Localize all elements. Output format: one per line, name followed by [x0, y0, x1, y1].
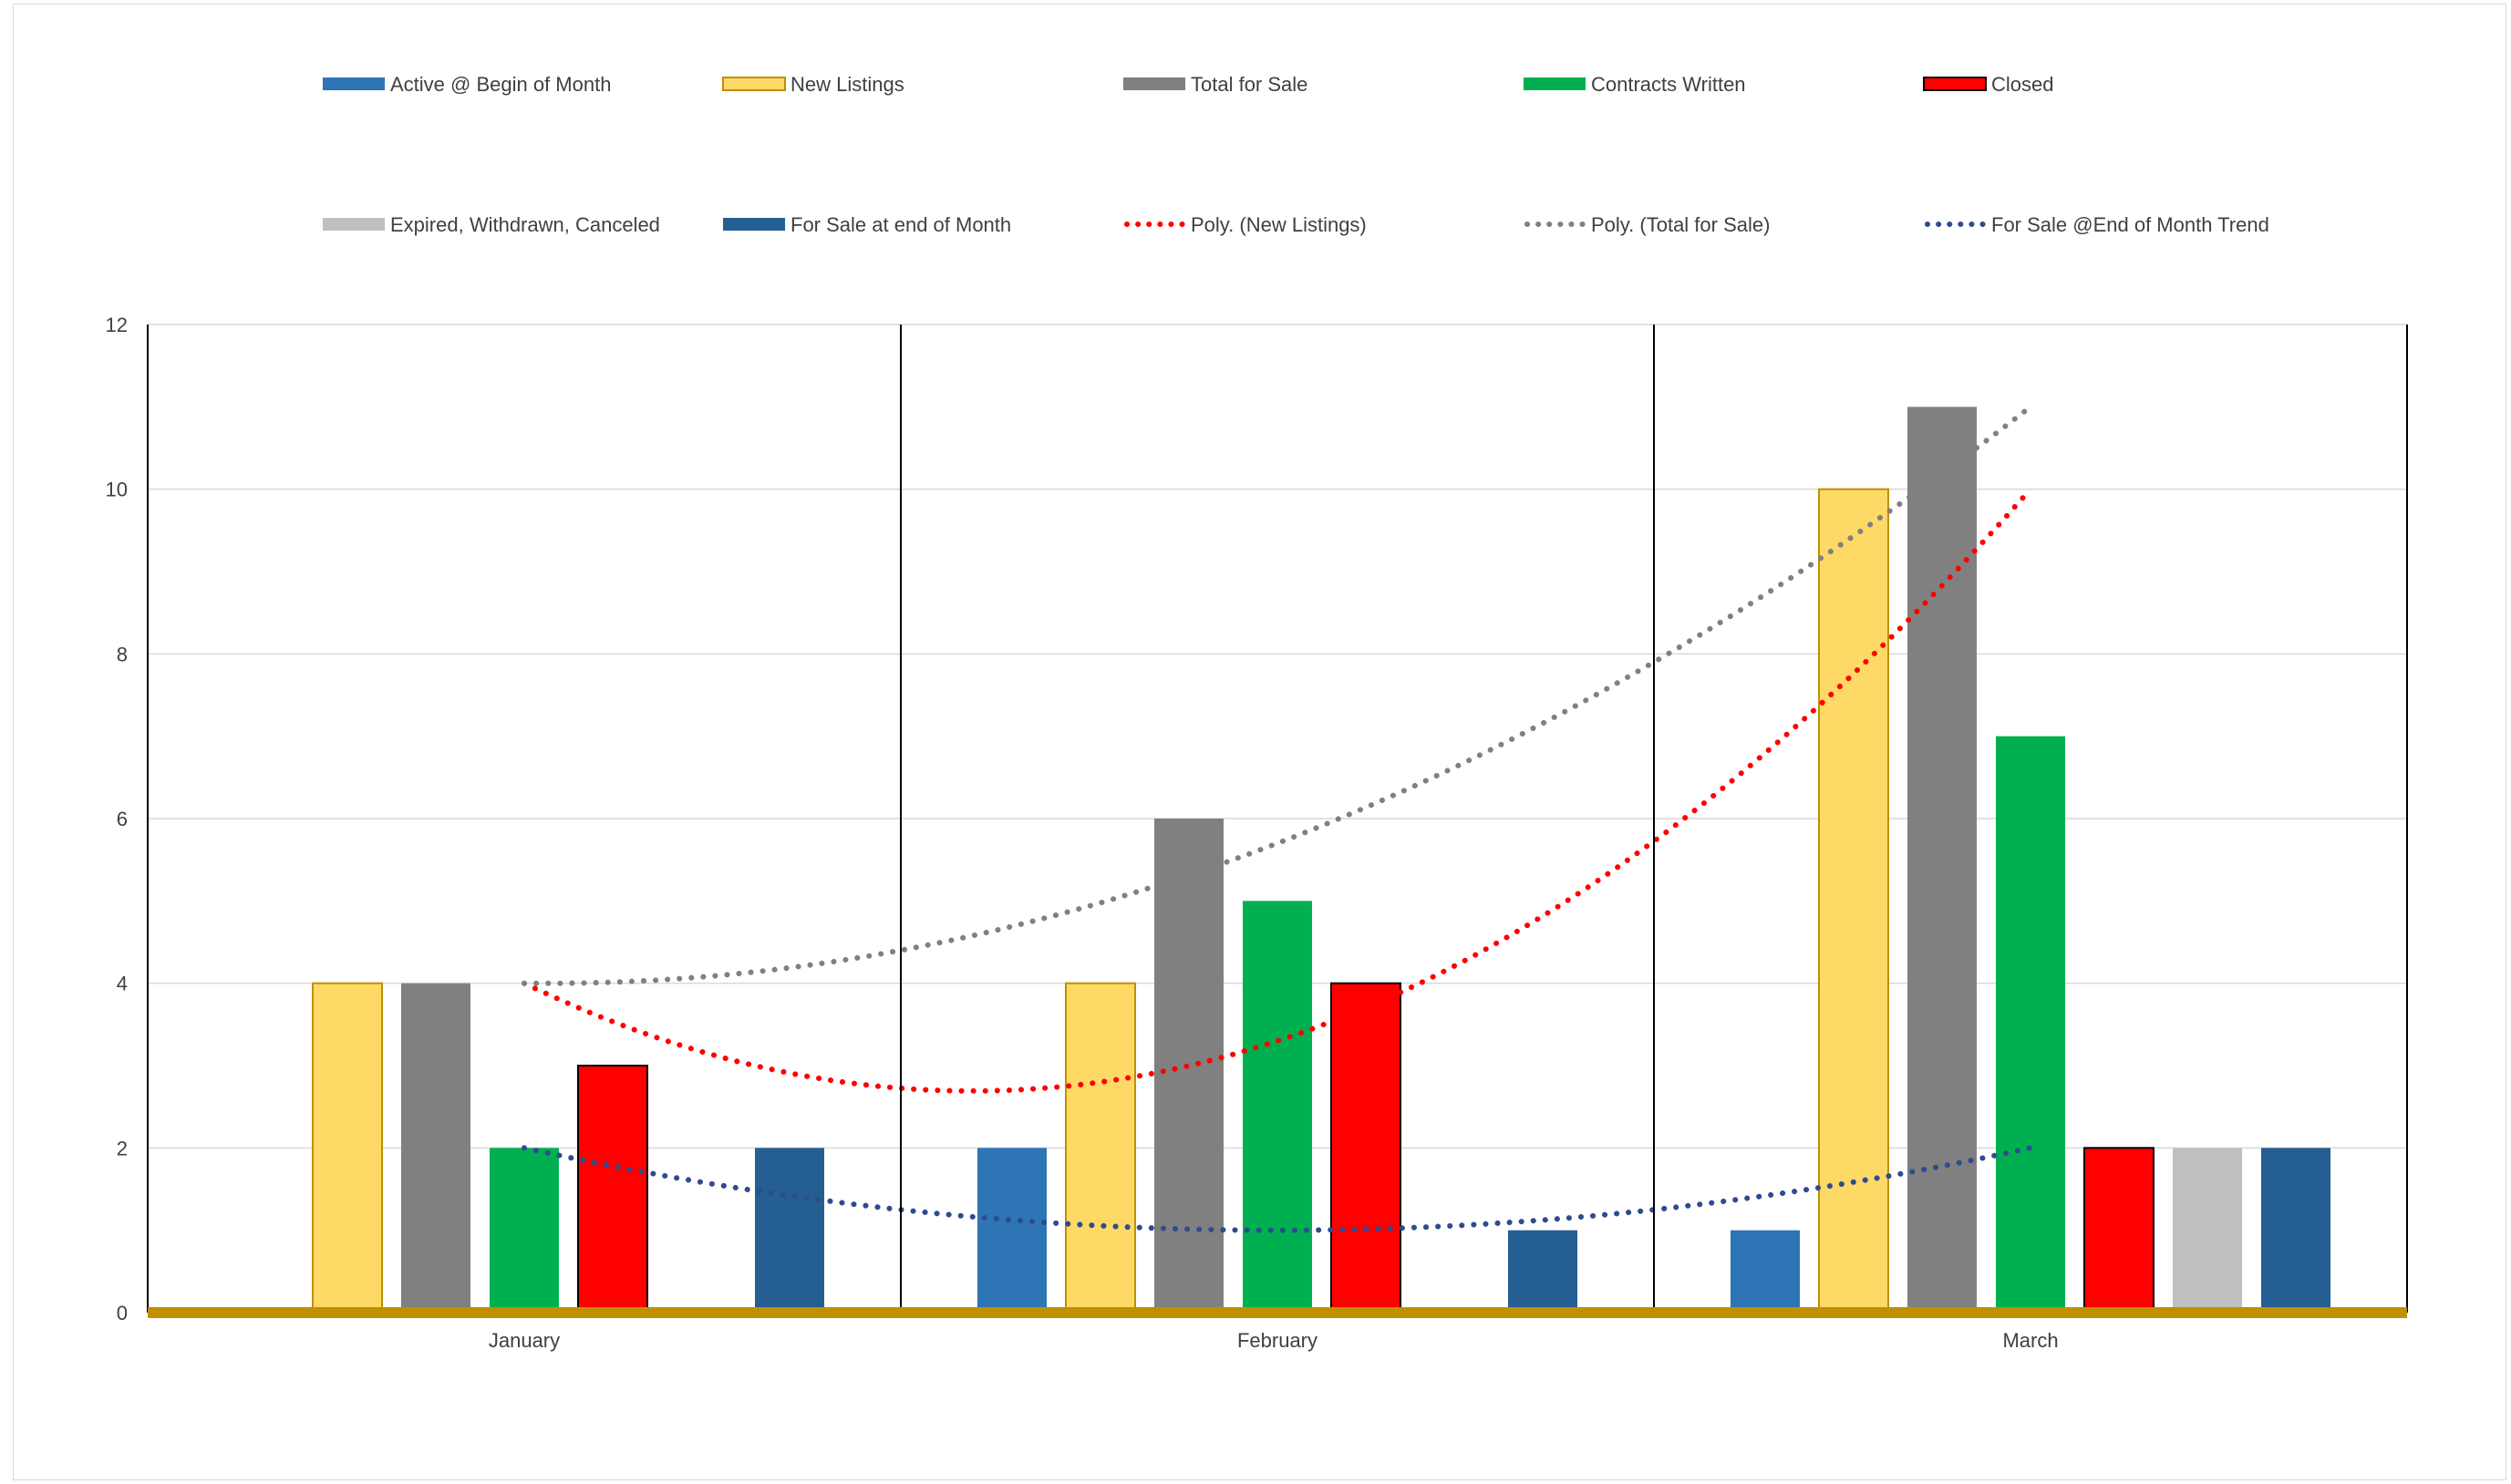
legend-item-expired-withdrawn-canceled: Expired, Withdrawn, Canceled [323, 213, 660, 236]
bar-closed [1330, 982, 1401, 1314]
bar-closed [577, 1065, 648, 1314]
y-tick-label: 0 [117, 1302, 128, 1324]
y-tick-label: 8 [117, 643, 128, 665]
legend: Active @ Begin of Month New Listings Total… [323, 73, 2269, 236]
bars [312, 407, 2330, 1314]
legend-swatch [323, 218, 385, 231]
legend-label: New Listings [790, 73, 904, 96]
legend-label: For Sale at end of Month [790, 213, 1011, 236]
legend-swatch [323, 77, 385, 90]
legend-item-new-listings: New Listings [722, 73, 904, 96]
legend-label: Closed [1991, 73, 2053, 96]
tick-labels: 0 2 4 6 8 10 12 January February March [106, 314, 2059, 1352]
bar-total-for-sale [401, 983, 470, 1313]
trendline-poly-new-listings [522, 486, 2033, 1094]
legend-item-contracts-written: Contracts Written [1524, 73, 1746, 96]
bar-new-listings [1065, 982, 1136, 1314]
bar-contracts-written [490, 1148, 559, 1313]
axes [147, 325, 2408, 1318]
legend-label: Poly. (Total for Sale) [1591, 213, 1770, 236]
legend-label: Expired, Withdrawn, Canceled [390, 213, 660, 236]
y-tick-label: 6 [117, 808, 128, 830]
bar-new-listings [1818, 488, 1889, 1314]
trendlines [522, 404, 2033, 1233]
legend-item-poly-total-for-sale: Poly. (Total for Sale) [1524, 213, 1770, 236]
y-tick-label: 12 [106, 314, 128, 336]
bar-total-for-sale [1907, 407, 1977, 1313]
legend-item-active-begin-of-month: Active @ Begin of Month [323, 73, 611, 96]
trendline-poly-total-for-sale [522, 404, 2033, 986]
legend-item-closed: Closed [1923, 73, 2053, 96]
bar-active-begin-of-month [977, 1148, 1047, 1313]
legend-swatch [1123, 77, 1185, 90]
x-tick-label: March [2002, 1329, 2058, 1352]
bar-active-begin-of-month [1731, 1230, 1800, 1313]
y-tick-label: 2 [117, 1137, 128, 1159]
bar-expired-withdrawn-canceled [2173, 1148, 2242, 1313]
bar-for-sale-at-end-of-month [1508, 1230, 1577, 1313]
bar-for-sale-at-end-of-month [755, 1148, 824, 1313]
legend-swatch [1524, 77, 1586, 90]
y-tick-label: 4 [117, 973, 128, 995]
legend-item-for-sale-end-of-month-trend: For Sale @End of Month Trend [1925, 213, 2269, 236]
legend-label: Contracts Written [1591, 73, 1746, 96]
x-tick-label: February [1237, 1329, 1318, 1352]
legend-item-total-for-sale: Total for Sale [1123, 73, 1307, 96]
x-tick-label: January [489, 1329, 560, 1352]
legend-swatch [722, 77, 786, 91]
legend-swatch [723, 218, 785, 231]
y-tick-label: 10 [106, 479, 128, 501]
legend-label: Poly. (New Listings) [1191, 213, 1367, 236]
legend-label: Total for Sale [1191, 73, 1307, 96]
bar-closed [2083, 1147, 2154, 1314]
bar-for-sale-at-end-of-month [2261, 1148, 2330, 1313]
bar-contracts-written [1243, 901, 1312, 1313]
legend-label: For Sale @End of Month Trend [1991, 213, 2269, 236]
legend-item-poly-new-listings: Poly. (New Listings) [1124, 213, 1367, 236]
bar-new-listings [312, 982, 383, 1314]
bar-contracts-written [1996, 736, 2065, 1313]
legend-label: Active @ Begin of Month [390, 73, 611, 96]
legend-swatch [1923, 77, 1987, 91]
legend-item-for-sale-at-end-of-month: For Sale at end of Month [723, 213, 1011, 236]
